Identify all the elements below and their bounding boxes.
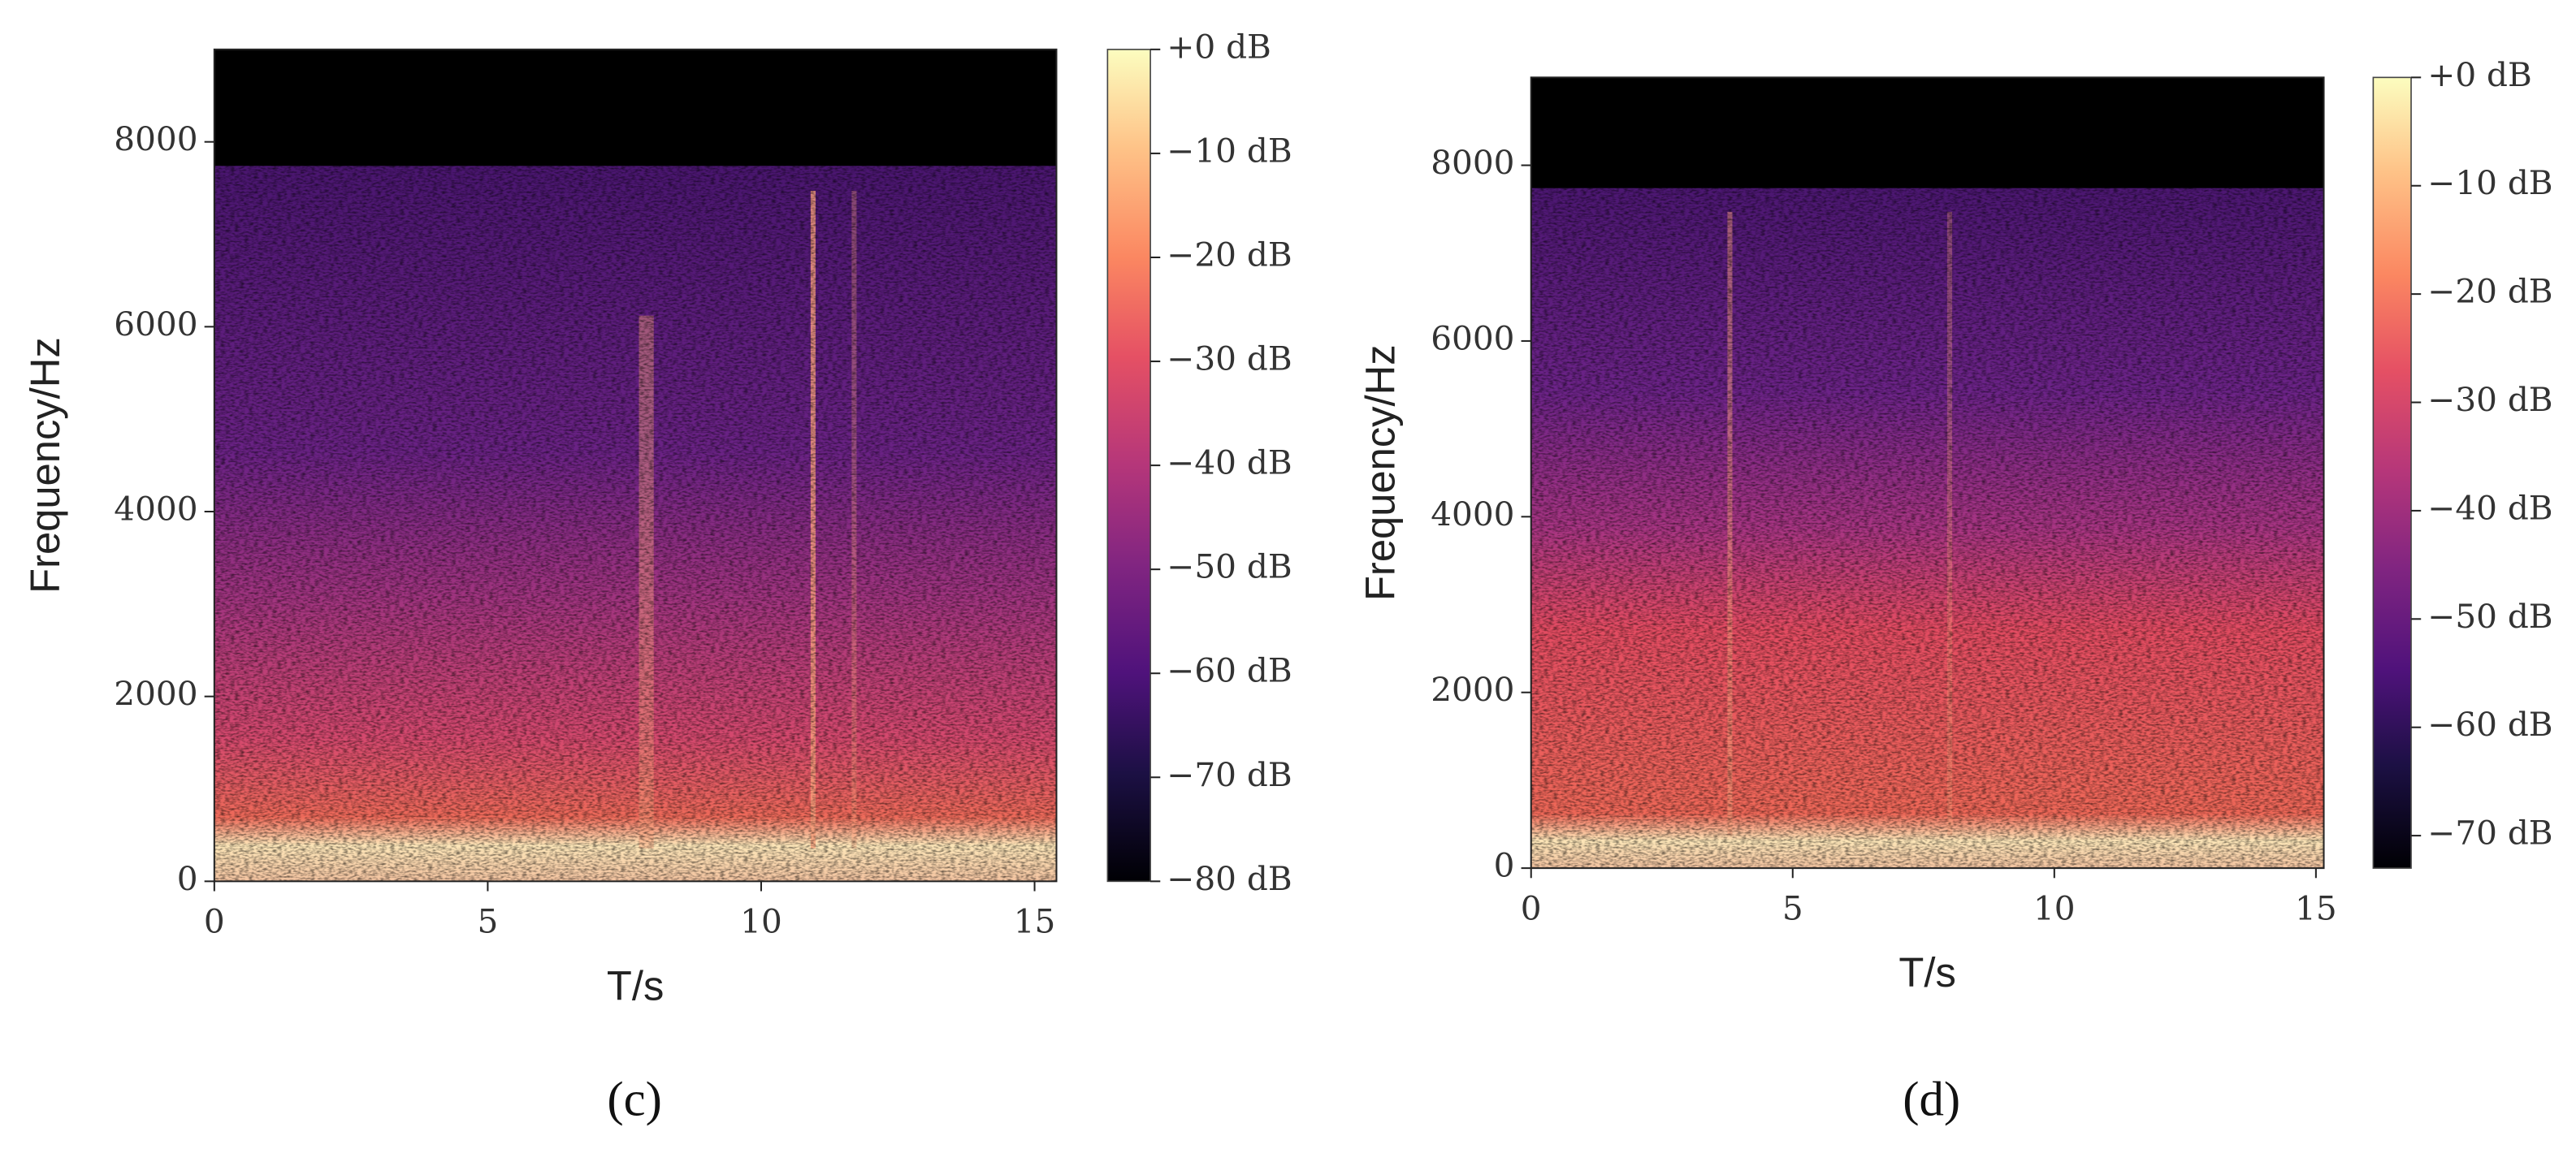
colorbar-tick-label: −20 dB	[2427, 272, 2552, 311]
colorbar	[1106, 49, 1151, 883]
caption: (c)	[607, 1072, 662, 1126]
colorbar-tick-label: −20 dB	[1167, 235, 1292, 274]
y-tick-label: 6000	[1431, 318, 1514, 357]
colorbar-tick-label: −30 dB	[1167, 339, 1292, 378]
x-tick-label: 0	[1521, 888, 1542, 927]
y-tick-label: 0	[177, 859, 198, 898]
y-tick-label: 8000	[1431, 143, 1514, 182]
y-tick-label: 0	[1494, 846, 1515, 885]
y-tick-label: 2000	[114, 674, 197, 713]
caption: (d)	[1903, 1072, 1960, 1126]
colorbar-tick-label: −10 dB	[2427, 163, 2552, 202]
colorbar-tick-label: −70 dB	[2427, 814, 2552, 853]
colorbar-tick-label: +0 dB	[2427, 55, 2531, 94]
colorbar	[2372, 76, 2412, 869]
x-tick-label: 10	[2033, 888, 2076, 927]
colorbar-tick-label: −50 dB	[2427, 597, 2552, 636]
colorbar-tick-label: −80 dB	[1167, 859, 1292, 898]
colorbar-tick-label: −40 dB	[1167, 443, 1292, 482]
x-axis-label: T/s	[607, 962, 664, 1009]
colorbar-tick-label: −10 dB	[1167, 131, 1292, 170]
y-tick-label: 8000	[114, 119, 197, 158]
y-tick-label: 4000	[1431, 495, 1514, 533]
plot-frame	[213, 48, 1058, 883]
y-axis-label: Frequency/Hz	[1357, 344, 1403, 601]
colorbar-tick-label: −40 dB	[2427, 488, 2552, 527]
y-axis-label: Frequency/Hz	[22, 337, 68, 594]
y-tick-label: 2000	[1431, 670, 1514, 709]
x-tick-label: 0	[204, 902, 225, 941]
plot-frame	[1530, 76, 2325, 870]
colorbar-tick-label: −70 dB	[1167, 755, 1292, 794]
colorbar-tick-label: −30 dB	[2427, 380, 2552, 419]
x-tick-label: 5	[477, 902, 498, 941]
spectrogram-texture	[1530, 188, 2324, 869]
colorbar-tick-label: −60 dB	[2427, 705, 2552, 744]
colorbar-tick-label: −60 dB	[1167, 651, 1292, 690]
x-tick-label: 10	[740, 902, 782, 941]
x-axis-label: T/s	[1898, 949, 1955, 996]
y-tick-label: 4000	[114, 490, 197, 529]
y-tick-label: 6000	[114, 305, 197, 343]
x-tick-label: 5	[1782, 888, 1803, 927]
colorbar-tick-label: +0 dB	[1167, 27, 1271, 66]
x-tick-label: 15	[1014, 902, 1056, 941]
x-tick-label: 15	[2295, 888, 2337, 927]
colorbar-tick-label: −50 dB	[1167, 547, 1292, 586]
spectrogram-texture	[214, 166, 1057, 882]
